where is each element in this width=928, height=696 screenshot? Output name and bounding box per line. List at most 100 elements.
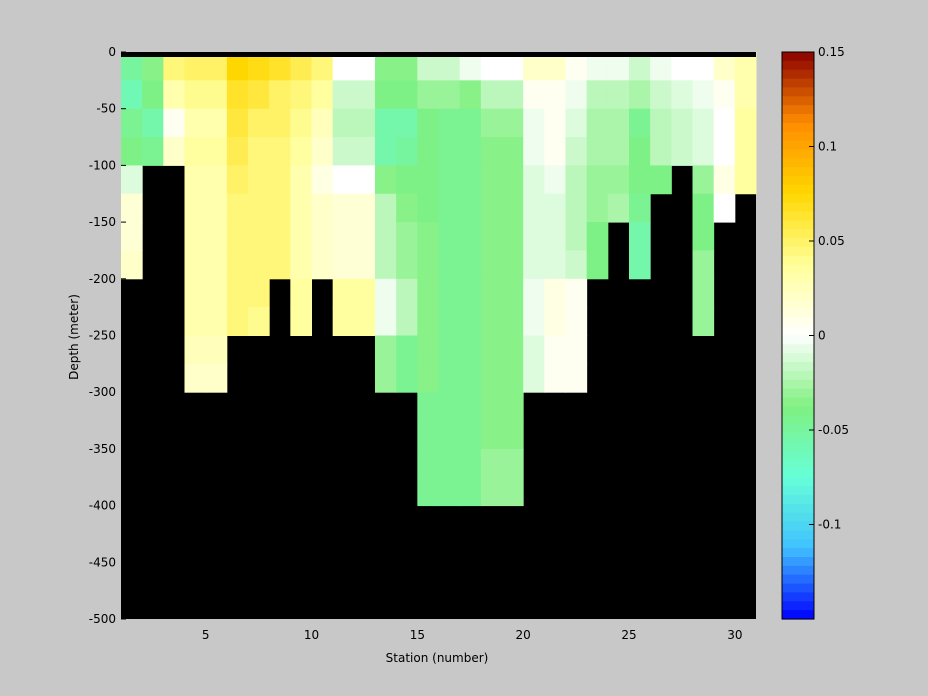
heatmap-cell xyxy=(311,222,334,251)
heatmap-cell xyxy=(332,250,355,280)
y-axis-label: Depth (meter) xyxy=(67,294,81,380)
y-tick-label: -350 xyxy=(89,442,116,456)
heatmap-cell xyxy=(565,108,588,138)
y-tick-label: -100 xyxy=(89,158,116,172)
heatmap-cell xyxy=(502,335,524,365)
heatmap-cell xyxy=(459,137,482,166)
heatmap-cell xyxy=(226,108,249,138)
heatmap-cell xyxy=(396,52,418,81)
heatmap-cell xyxy=(375,193,397,223)
heatmap-cell xyxy=(332,80,355,110)
heatmap-cell xyxy=(248,193,270,223)
colorbar-band xyxy=(782,308,814,319)
heatmap-cell xyxy=(692,137,715,166)
heatmap-cell xyxy=(163,80,185,110)
heatmap-cell xyxy=(184,250,207,280)
heatmap-cell xyxy=(459,193,482,223)
heatmap-cell xyxy=(353,193,376,223)
heatmap-cell xyxy=(375,335,397,365)
heatmap-cell xyxy=(480,193,503,223)
heatmap-cell xyxy=(438,278,461,308)
colorbar-band xyxy=(782,610,814,620)
heatmap-cell xyxy=(184,137,207,166)
heatmap-cell xyxy=(671,52,693,81)
colorbar-tick-label: 0 xyxy=(818,329,826,343)
heatmap-cell xyxy=(121,52,143,81)
colorbar-band xyxy=(782,397,814,407)
heatmap-cell xyxy=(438,363,461,393)
heatmap-cell xyxy=(205,307,228,336)
heatmap-cell xyxy=(290,108,312,138)
heatmap-cell xyxy=(375,80,397,110)
heatmap-cell xyxy=(311,193,334,223)
heatmap-cell xyxy=(502,108,524,138)
heatmap-cell xyxy=(565,137,588,166)
heatmap-cell xyxy=(713,108,736,138)
heatmap-cell xyxy=(480,165,503,195)
heatmap-cell xyxy=(269,137,291,166)
x-tick-label: 5 xyxy=(202,628,210,642)
axes: 0 -50 -100 -150 -200 -250 -300 -350 -400 -450 -500… xyxy=(89,45,743,642)
heatmap-cell xyxy=(692,80,715,110)
heatmap-cell xyxy=(248,278,270,308)
heatmap-cell xyxy=(438,250,461,280)
heatmap-cell xyxy=(142,137,164,166)
heatmap-cell xyxy=(248,52,270,81)
heatmap-cell xyxy=(205,137,228,166)
x-tick-label: 30 xyxy=(727,628,742,642)
heatmap-cell xyxy=(480,52,503,81)
heatmap-cell xyxy=(565,52,588,81)
y-tick-label: -300 xyxy=(89,385,116,399)
heatmap-cell xyxy=(375,307,397,336)
heatmap-cell xyxy=(629,222,651,251)
colorbar-band xyxy=(782,592,814,602)
heatmap-cell xyxy=(713,165,736,195)
heatmap-cell xyxy=(396,335,418,365)
colorbar-band xyxy=(782,415,814,425)
heatmap-cell xyxy=(502,448,524,478)
colorbar-band xyxy=(782,512,814,523)
heatmap-cell xyxy=(692,108,715,138)
heatmap-cell xyxy=(692,307,715,336)
colorbar-band xyxy=(782,521,814,532)
heatmap-cell xyxy=(163,137,185,166)
heatmap-cell xyxy=(459,250,482,280)
colorbar-band xyxy=(782,601,814,611)
y-tick-label: -50 xyxy=(96,102,116,116)
heatmap-cell xyxy=(523,363,545,393)
colorbar-band xyxy=(782,459,814,469)
heatmap-cell xyxy=(184,52,207,81)
heatmap-cell xyxy=(734,108,757,138)
heatmap-cell xyxy=(290,250,312,280)
heatmap-cell xyxy=(332,307,355,336)
heatmap-cell xyxy=(226,250,249,280)
heatmap-cell xyxy=(459,307,482,336)
heatmap-cell xyxy=(290,307,312,336)
heatmap-cell xyxy=(332,193,355,223)
heatmap-cell xyxy=(586,52,609,81)
heatmap-cell xyxy=(692,52,715,81)
heatmap-cell xyxy=(438,448,461,478)
heatmap-cell xyxy=(502,137,524,166)
heatmap-cell xyxy=(375,52,397,81)
heatmap-cell xyxy=(396,307,418,336)
heatmap-cell xyxy=(248,222,270,251)
colorbar-band xyxy=(782,60,814,71)
heatmap-cell xyxy=(226,52,249,81)
heatmap-cell xyxy=(226,307,249,336)
heatmap-cell xyxy=(396,363,418,393)
heatmap-cell xyxy=(502,222,524,251)
heatmap-cell xyxy=(544,278,566,308)
heatmap-cell xyxy=(417,52,439,81)
heatmap-cell xyxy=(565,165,588,195)
heatmap-cell xyxy=(353,307,376,336)
colorbar-band xyxy=(782,202,814,213)
heatmap-cell xyxy=(565,250,588,280)
heatmap-cell xyxy=(586,108,609,138)
heatmap-cell xyxy=(565,307,588,336)
heatmap-cell xyxy=(565,278,588,308)
x-tick-label: 15 xyxy=(410,628,425,642)
heatmap-cell xyxy=(734,52,757,81)
heatmap-cell xyxy=(502,278,524,308)
